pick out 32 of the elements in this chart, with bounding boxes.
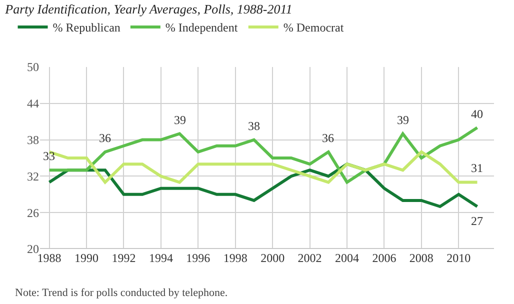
legend-label: % Independent (165, 20, 238, 35)
text: Note: Trend is for polls conducted by telephone. (15, 287, 228, 299)
legend-label: % Republican (52, 20, 120, 35)
y-tick-label: 50 (27, 60, 39, 74)
data-label: 40 (471, 107, 483, 121)
data-label: 39 (174, 113, 186, 127)
y-tick-label: 26 (27, 206, 39, 220)
x-tick-label: 1998 (223, 251, 248, 265)
data-label: 39 (397, 113, 409, 127)
x-tick-label: 2002 (298, 251, 322, 265)
y-tick-label: 20 (27, 242, 39, 256)
x-tick-label: 2006 (372, 251, 396, 265)
data-label: 31 (471, 161, 483, 175)
x-tick-label: 1992 (112, 251, 136, 265)
data-label: 36 (322, 131, 334, 145)
x-tick-label: 2010 (446, 251, 471, 265)
x-tick-label: 2000 (260, 251, 285, 265)
data-label: 36 (99, 131, 111, 145)
x-tick-label: 1988 (37, 251, 62, 265)
y-tick-label: 32 (27, 169, 39, 184)
x-tick-label: 2004 (335, 251, 360, 265)
x-tick-label: 1996 (186, 251, 210, 265)
data-label: 38 (248, 119, 260, 133)
x-tick-label: 2008 (409, 251, 434, 265)
x-tick-label: 1990 (74, 251, 99, 265)
data-label: 27 (471, 214, 483, 228)
legend-label: % Democrat (283, 20, 344, 35)
y-tick-label: 38 (27, 133, 39, 147)
data-label: 33 (43, 149, 55, 163)
chart-title: Party Identification, Yearly Averages, Polls, 1988-2011 (4, 2, 292, 17)
y-tick-label: 44 (27, 96, 39, 111)
x-tick-label: 1994 (148, 251, 173, 265)
